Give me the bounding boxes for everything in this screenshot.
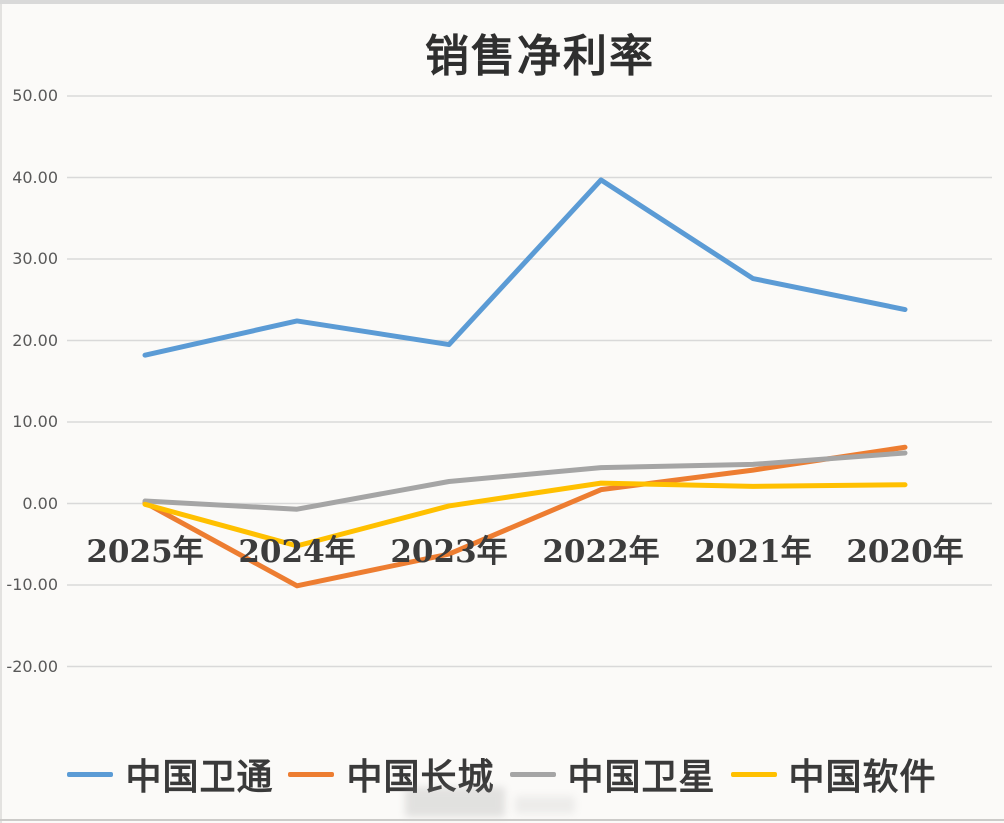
series-line-中国长城 — [142, 444, 908, 589]
legend-label: 中国软件 — [788, 756, 937, 798]
x-axis-label: 2024年 — [238, 534, 356, 570]
y-axis: 50.00 40.00 30.00 20.00 10.00 0.00 -10.00 -20.0… — [0, 0, 58, 700]
y-axis-tick-label: 0.00 — [22, 493, 58, 513]
watermark-smudge — [515, 796, 575, 814]
left-edge-strip — [0, 4, 2, 823]
legend-swatch — [67, 771, 114, 777]
y-axis-tick-label: -20.00 — [6, 656, 58, 676]
series-line-中国卫星 — [142, 450, 908, 512]
legend-item-中国长城: 中国长城 — [288, 748, 494, 800]
legend-swatch — [509, 771, 556, 777]
bottom-divider — [0, 819, 1004, 821]
x-axis-label: 2022年 — [542, 534, 660, 570]
watermark-smudge — [405, 787, 505, 817]
legend-swatch — [730, 771, 777, 777]
chart-title: 销售净利率 — [425, 31, 655, 82]
legend-swatch — [288, 771, 335, 777]
y-axis-tick-label: 50.00 — [12, 86, 58, 105]
y-axis-tick-label: 30.00 — [12, 249, 58, 268]
y-axis-tick-label: 40.00 — [12, 167, 58, 187]
x-axis-label: 2020年 — [846, 534, 964, 570]
legend: 中国卫通 中国长城 中国卫星 中国软件 — [0, 744, 1004, 804]
y-axis-tick-label: 10.00 — [12, 412, 58, 431]
legend-item-中国软件: 中国软件 — [730, 748, 937, 800]
series-line-中国卫通 — [142, 177, 908, 358]
y-axis-tick-label: 20.00 — [12, 330, 58, 350]
legend-item-中国卫通: 中国卫通 — [67, 748, 273, 800]
legend-label: 中国卫通 — [125, 756, 274, 798]
legend-item-中国卫星: 中国卫星 — [509, 748, 716, 800]
top-edge-strip — [0, 0, 1004, 4]
legend-label: 中国长城 — [346, 756, 495, 798]
x-axis-label: 2025年 — [86, 534, 204, 570]
y-axis-tick-label: -10.00 — [6, 575, 58, 594]
x-axis-label: 2023年 — [390, 534, 508, 570]
legend-label: 中国卫星 — [567, 756, 716, 798]
x-axis-label: 2021年 — [694, 534, 812, 570]
series-line-中国软件 — [142, 480, 908, 549]
